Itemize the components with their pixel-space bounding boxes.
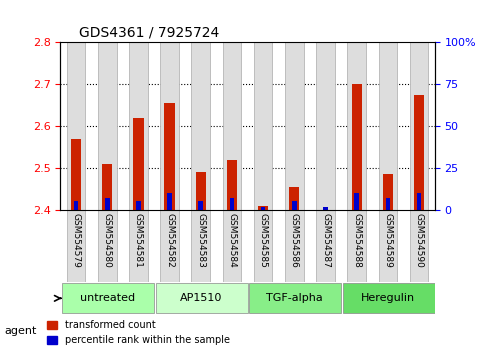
FancyBboxPatch shape bbox=[223, 210, 242, 281]
Text: GDS4361 / 7925724: GDS4361 / 7925724 bbox=[79, 26, 219, 40]
FancyBboxPatch shape bbox=[191, 210, 210, 281]
Bar bbox=[379, 42, 397, 210]
Text: GSM554581: GSM554581 bbox=[134, 213, 143, 268]
Text: TGF-alpha: TGF-alpha bbox=[266, 293, 323, 303]
FancyBboxPatch shape bbox=[347, 210, 366, 281]
Text: AP1510: AP1510 bbox=[180, 293, 222, 303]
FancyBboxPatch shape bbox=[342, 283, 435, 313]
Bar bbox=[160, 42, 179, 210]
Bar bbox=[223, 42, 242, 210]
Bar bbox=[167, 193, 172, 210]
Text: GSM554583: GSM554583 bbox=[196, 213, 205, 268]
FancyBboxPatch shape bbox=[316, 210, 335, 281]
Bar bbox=[417, 193, 422, 210]
Bar bbox=[258, 206, 268, 210]
Bar bbox=[164, 103, 175, 210]
Text: untreated: untreated bbox=[80, 293, 135, 303]
Bar bbox=[347, 42, 366, 210]
FancyBboxPatch shape bbox=[62, 283, 154, 313]
FancyBboxPatch shape bbox=[285, 210, 304, 281]
Bar bbox=[129, 42, 148, 210]
FancyBboxPatch shape bbox=[98, 210, 116, 281]
FancyBboxPatch shape bbox=[249, 283, 341, 313]
Bar bbox=[71, 139, 81, 210]
Text: GSM554584: GSM554584 bbox=[227, 213, 237, 268]
FancyBboxPatch shape bbox=[254, 210, 272, 281]
Text: GSM554588: GSM554588 bbox=[352, 213, 361, 268]
FancyBboxPatch shape bbox=[410, 210, 428, 281]
Text: GSM554589: GSM554589 bbox=[384, 213, 392, 268]
Text: GSM554587: GSM554587 bbox=[321, 213, 330, 268]
Bar bbox=[196, 172, 206, 210]
Bar bbox=[289, 187, 299, 210]
FancyBboxPatch shape bbox=[67, 210, 85, 281]
Bar bbox=[133, 118, 143, 210]
Bar bbox=[98, 42, 116, 210]
Text: GSM554586: GSM554586 bbox=[290, 213, 299, 268]
Bar bbox=[229, 198, 234, 210]
FancyBboxPatch shape bbox=[379, 210, 397, 281]
Bar bbox=[67, 42, 85, 210]
Bar bbox=[352, 84, 362, 210]
Legend: transformed count, percentile rank within the sample: transformed count, percentile rank withi… bbox=[43, 316, 234, 349]
Bar bbox=[292, 201, 297, 210]
Bar bbox=[355, 193, 359, 210]
Bar bbox=[102, 164, 113, 210]
Bar bbox=[254, 42, 272, 210]
Bar bbox=[73, 201, 78, 210]
Bar bbox=[191, 42, 210, 210]
Bar bbox=[285, 42, 304, 210]
FancyBboxPatch shape bbox=[129, 210, 148, 281]
Bar bbox=[199, 201, 203, 210]
Bar bbox=[383, 174, 393, 210]
Bar bbox=[261, 206, 266, 210]
Bar bbox=[385, 198, 390, 210]
Bar bbox=[105, 198, 110, 210]
Bar bbox=[316, 42, 335, 210]
Text: GSM554585: GSM554585 bbox=[258, 213, 268, 268]
FancyBboxPatch shape bbox=[160, 210, 179, 281]
Text: Heregulin: Heregulin bbox=[361, 293, 415, 303]
Text: GSM554582: GSM554582 bbox=[165, 213, 174, 268]
Bar bbox=[227, 160, 237, 210]
Bar bbox=[414, 95, 424, 210]
Text: agent: agent bbox=[5, 326, 37, 336]
Text: GSM554580: GSM554580 bbox=[103, 213, 112, 268]
Bar bbox=[410, 42, 428, 210]
Bar bbox=[136, 201, 141, 210]
Bar bbox=[323, 206, 328, 210]
Text: GSM554590: GSM554590 bbox=[414, 213, 424, 268]
Text: GSM554579: GSM554579 bbox=[71, 213, 81, 268]
FancyBboxPatch shape bbox=[156, 283, 247, 313]
